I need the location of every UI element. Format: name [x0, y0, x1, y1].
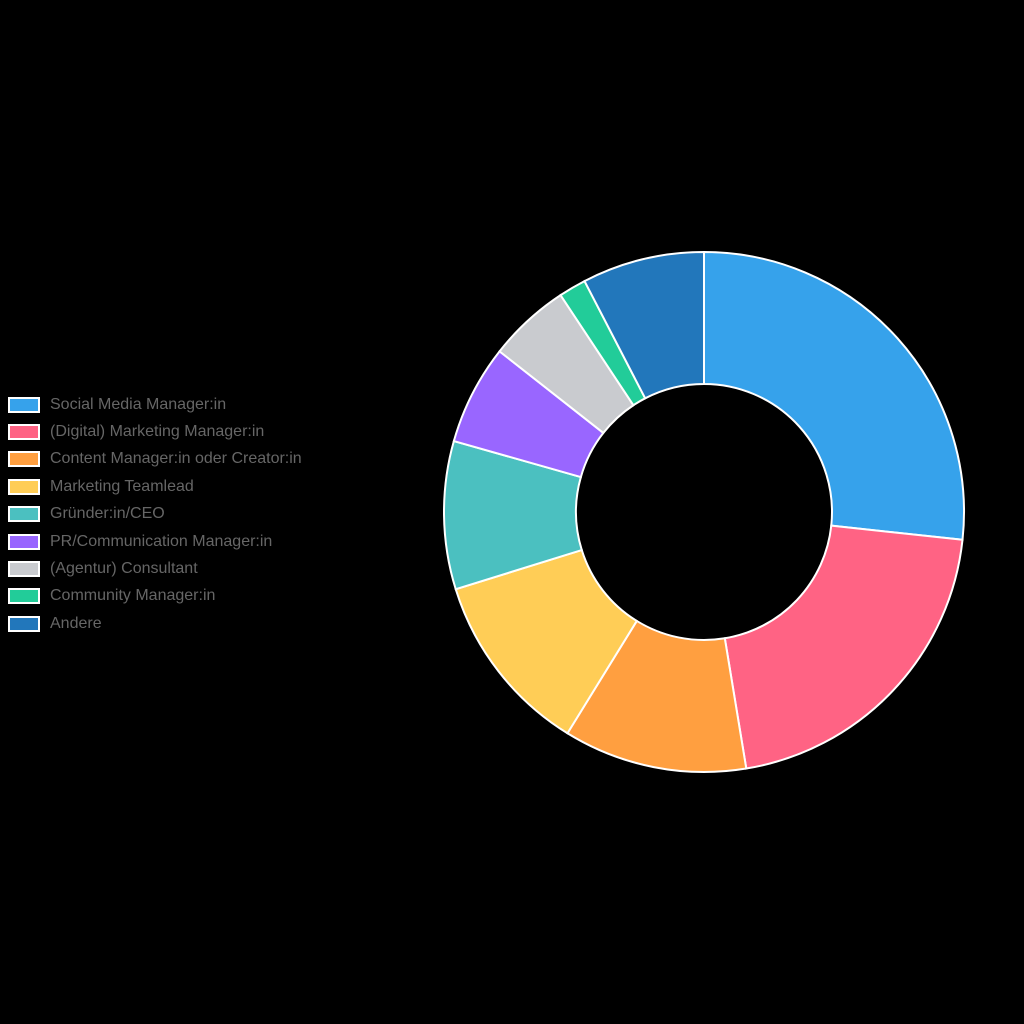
legend-label: Marketing Teamlead	[50, 477, 194, 495]
legend-item[interactable]: Social Media Manager:in	[8, 391, 302, 418]
legend-item[interactable]: PR/Communication Manager:in	[8, 528, 302, 555]
legend-item[interactable]: (Digital) Marketing Manager:in	[8, 418, 302, 445]
legend-label: Social Media Manager:in	[50, 395, 227, 413]
legend-label: Andere	[50, 614, 102, 632]
legend-item[interactable]: Community Manager:in	[8, 583, 302, 610]
legend-swatch	[8, 451, 40, 468]
slice-8[interactable]	[583, 250, 705, 400]
legend-swatch	[8, 506, 40, 523]
legend-swatch	[8, 478, 40, 495]
legend-item[interactable]: Gründer:in/CEO	[8, 501, 302, 528]
legend-swatch	[8, 396, 40, 413]
legend-item[interactable]: Content Manager:in oder Creator:in	[8, 446, 302, 473]
legend-item[interactable]: Marketing Teamlead	[8, 473, 302, 500]
legend-item[interactable]: (Agentur) Consultant	[8, 555, 302, 582]
legend-swatch	[8, 561, 40, 578]
legend-label: PR/Communication Manager:in	[50, 532, 273, 550]
legend-label: (Agentur) Consultant	[50, 560, 198, 578]
slice-1[interactable]	[723, 524, 964, 770]
slice-0[interactable]	[703, 250, 965, 541]
legend-label: Gründer:in/CEO	[50, 505, 165, 523]
chart-legend: Social Media Manager:in (Digital) Marketi…	[8, 391, 302, 638]
legend-item[interactable]: Andere	[8, 610, 302, 637]
legend-label: Community Manager:in	[50, 587, 216, 605]
legend-label: Content Manager:in oder Creator:in	[50, 450, 302, 468]
legend-swatch	[8, 533, 40, 550]
legend-label: (Digital) Marketing Manager:in	[50, 423, 265, 441]
legend-swatch	[8, 588, 40, 605]
legend-swatch	[8, 615, 40, 632]
legend-swatch	[8, 424, 40, 441]
